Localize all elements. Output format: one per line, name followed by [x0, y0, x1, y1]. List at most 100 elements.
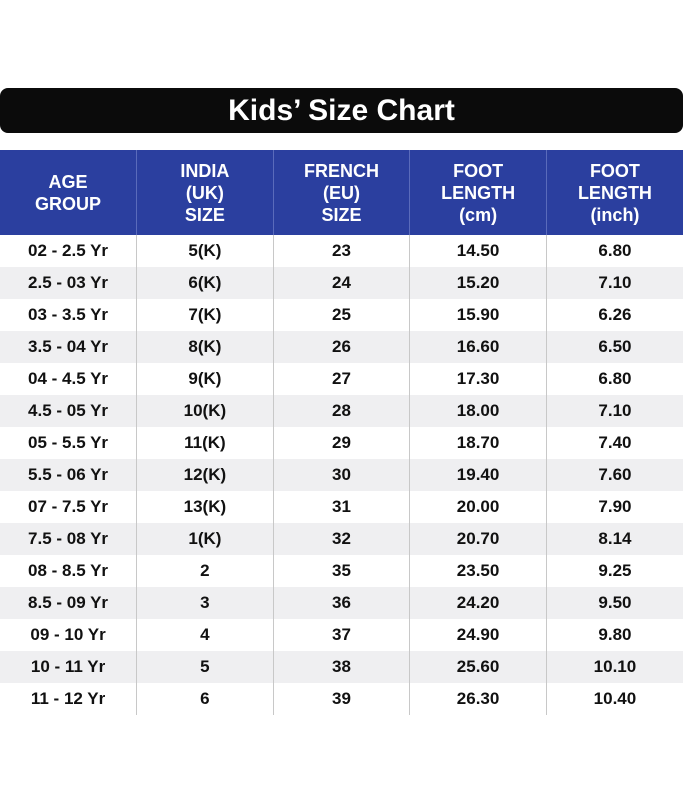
table-cell: 05 - 5.5 Yr	[28, 433, 109, 452]
table-cell: 1(K)	[136, 523, 274, 555]
table-row: 11 - 12 Yr 6 39 26.30 10.40	[0, 683, 683, 715]
table-row: 8.5 - 09 Yr 3 36 24.20 9.50	[0, 587, 683, 619]
table-row: 08 - 8.5 Yr 2 35 23.50 9.25	[0, 555, 683, 587]
table-cell: 13(K)	[136, 491, 274, 523]
table-cell: 8(K)	[136, 331, 274, 363]
table-cell: 7.60	[545, 459, 683, 491]
table-cell: 24.90	[409, 619, 547, 651]
table-cell: 6.80	[545, 363, 683, 395]
table-header: AGE GROUP INDIA (UK) SIZE FRENCH (EU) SIZE…	[0, 150, 683, 235]
table-cell: 16.60	[409, 331, 547, 363]
table-cell: 15.90	[409, 299, 547, 331]
table-cell: 15.20	[409, 267, 547, 299]
table-cell: 24.20	[409, 587, 547, 619]
table-row: 3.5 - 04 Yr 8(K) 26 16.60 6.50	[0, 331, 683, 363]
header-cell: FRENCH (EU) SIZE	[272, 150, 410, 235]
table-cell: 5.5 - 06 Yr	[0, 459, 137, 491]
table-cell: 9.25	[545, 555, 683, 587]
table-row: 05 - 5.5 Yr 11(K) 29 18.70 7.40	[0, 427, 683, 459]
table-cell: 12(K)	[136, 459, 274, 491]
table-cell: 32	[272, 523, 410, 555]
table-cell: 4	[136, 619, 274, 651]
table-row: 07 - 7.5 Yr 13(K) 31 20.00 7.90	[0, 491, 683, 523]
table-cell: 3	[136, 587, 274, 619]
table-cell: 11 - 12 Yr	[30, 689, 106, 708]
table-cell: 35	[272, 555, 410, 587]
table-cell: 27	[272, 363, 410, 395]
table-cell: 18.70	[409, 427, 547, 459]
header-cell: FOOT LENGTH (inch)	[545, 150, 683, 235]
table-cell: 09 - 10 Yr	[30, 625, 106, 644]
table-cell: 25	[272, 299, 410, 331]
table-cell: 7.10	[545, 267, 683, 299]
table-cell: 10(K)	[136, 395, 274, 427]
table-cell: 19.40	[409, 459, 547, 491]
header-row: AGE GROUP INDIA (UK) SIZE FRENCH (EU) SIZE…	[0, 150, 683, 235]
header-cell: FOOT LENGTH (cm)	[409, 150, 547, 235]
table-cell: 2.5 - 03 Yr	[0, 267, 137, 299]
table-cell: 7.90	[545, 491, 683, 523]
table-row: 02 - 2.5 Yr 5(K) 23 14.50 6.80	[0, 235, 683, 267]
header-cell: INDIA (UK) SIZE	[136, 150, 274, 235]
table-row: 09 - 10 Yr 4 37 24.90 9.80	[0, 619, 683, 651]
table-cell: 23.50	[409, 555, 547, 587]
table-cell: 3.5 - 04 Yr	[0, 331, 137, 363]
table-cell: 04 - 4.5 Yr	[28, 369, 109, 388]
table-cell: 20.00	[409, 491, 547, 523]
table-row: 10 - 11 Yr 5 38 25.60 10.10	[0, 651, 683, 683]
table-body: 02 - 2.5 Yr 5(K) 23 14.50 6.80 2.5 - 03 Yr 6(K…	[0, 235, 683, 715]
table-cell: 7.10	[545, 395, 683, 427]
title-bar: Kids’ Size Chart	[0, 88, 683, 133]
table-cell: 39	[272, 683, 410, 715]
table-cell: 7.40	[545, 427, 683, 459]
table-cell: 26.30	[409, 683, 547, 715]
table-cell: 9.80	[545, 619, 683, 651]
table-cell: 20.70	[409, 523, 547, 555]
table-cell: 8.5 - 09 Yr	[0, 587, 137, 619]
table-cell: 6	[136, 683, 274, 715]
table-cell: 18.00	[409, 395, 547, 427]
table-row: 04 - 4.5 Yr 9(K) 27 17.30 6.80	[0, 363, 683, 395]
table-cell: 29	[272, 427, 410, 459]
table-cell: 07 - 7.5 Yr	[28, 497, 109, 516]
table-cell: 6(K)	[136, 267, 274, 299]
table-cell: 8.14	[545, 523, 683, 555]
table-cell: 02 - 2.5 Yr	[28, 241, 109, 260]
table-cell: 11(K)	[136, 427, 274, 459]
table-row: 7.5 - 08 Yr 1(K) 32 20.70 8.14	[0, 523, 683, 555]
table-row: 2.5 - 03 Yr 6(K) 24 15.20 7.10	[0, 267, 683, 299]
header-cell: AGE GROUP	[0, 150, 137, 235]
table-cell: 7.5 - 08 Yr	[0, 523, 137, 555]
table-cell: 10.10	[545, 651, 683, 683]
table-cell: 25.60	[409, 651, 547, 683]
table-cell: 30	[272, 459, 410, 491]
table-cell: 10 - 11 Yr	[0, 651, 137, 683]
table-cell: 17.30	[409, 363, 547, 395]
table-cell: 38	[272, 651, 410, 683]
table-cell: 24	[272, 267, 410, 299]
table-row: 5.5 - 06 Yr 12(K) 30 19.40 7.60	[0, 459, 683, 491]
table-cell: 37	[272, 619, 410, 651]
table-cell: 36	[272, 587, 410, 619]
table-cell: 6.50	[545, 331, 683, 363]
table-row: 03 - 3.5 Yr 7(K) 25 15.90 6.26	[0, 299, 683, 331]
table-cell: 4.5 - 05 Yr	[0, 395, 137, 427]
table-cell: 23	[272, 235, 410, 267]
table-cell: 10.40	[545, 683, 683, 715]
table-cell: 9.50	[545, 587, 683, 619]
table-cell: 31	[272, 491, 410, 523]
table-cell: 03 - 3.5 Yr	[28, 305, 109, 324]
table-cell: 5	[136, 651, 274, 683]
table-cell: 6.26	[545, 299, 683, 331]
table-cell: 7(K)	[136, 299, 274, 331]
table-cell: 9(K)	[136, 363, 274, 395]
table-row: 4.5 - 05 Yr 10(K) 28 18.00 7.10	[0, 395, 683, 427]
table-cell: 6.80	[545, 235, 683, 267]
table-cell: 28	[272, 395, 410, 427]
size-table: AGE GROUP INDIA (UK) SIZE FRENCH (EU) SIZE…	[0, 150, 683, 715]
table-cell: 5(K)	[136, 235, 274, 267]
table-cell: 14.50	[409, 235, 547, 267]
table-cell: 08 - 8.5 Yr	[28, 561, 109, 580]
table-cell: 26	[272, 331, 410, 363]
